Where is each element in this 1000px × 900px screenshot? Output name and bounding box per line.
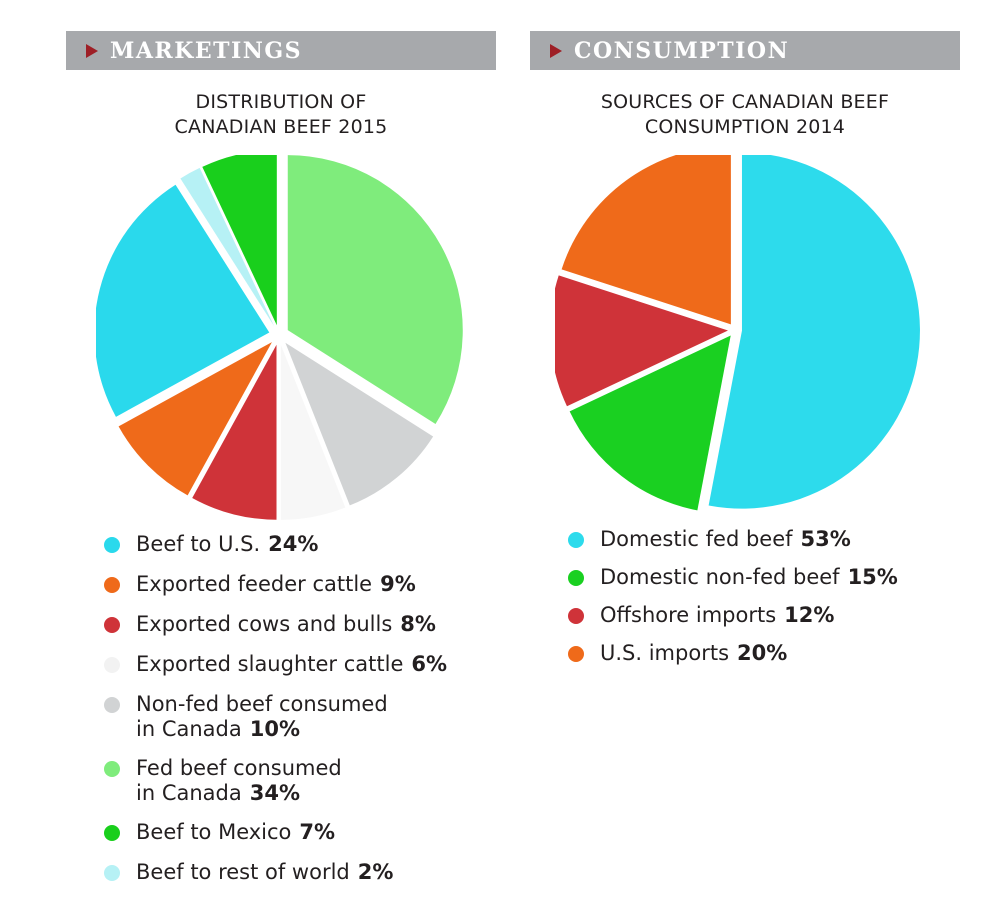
legend-label: Domestic non-fed beef: [600, 565, 840, 589]
legend-swatch: [568, 570, 584, 586]
chart-title-line: CONSUMPTION 2014: [644, 116, 846, 138]
legend-label: Domestic fed beef: [600, 527, 793, 551]
legend-percent: 53%: [800, 527, 851, 551]
pie-slice-domestic-fed-beef: [708, 155, 920, 509]
legend-label: Non-fed beef consumed: [136, 692, 388, 716]
legend-item-exported-cows-and-bulls: Exported cows and bulls 8%: [104, 612, 447, 637]
chart-title-line: DISTRIBUTION OF: [195, 91, 367, 113]
legend-label: Exported feeder cattle: [136, 572, 373, 596]
legend-swatch: [104, 697, 120, 713]
chart-title: SOURCES OF CANADIAN BEEF CONSUMPTION 201…: [530, 90, 960, 140]
section-title: CONSUMPTION: [574, 37, 790, 64]
pie-slice-domestic-non-fed-beef: [569, 335, 731, 511]
pie-slice-beef-to-rest-of-world: [180, 167, 275, 327]
chart-title-line: CANADIAN BEEF 2015: [174, 116, 388, 138]
legend-label: in Canada: [136, 717, 242, 741]
legend-swatch: [568, 646, 584, 662]
triangle-bullet-icon: [86, 43, 98, 58]
legend-percent: 8%: [400, 612, 436, 636]
legend-label: Fed beef consumed: [136, 756, 342, 780]
section-banner: CONSUMPTION: [530, 31, 960, 70]
legend-item-u-s-imports: U.S. imports 20%: [568, 641, 898, 666]
legend-swatch: [104, 657, 120, 673]
legend-item-exported-slaughter-cattle: Exported slaughter cattle 6%: [104, 652, 447, 677]
legend-label: Beef to rest of world: [136, 860, 350, 884]
legend-item-fed-beef-consumed-in-canada: Fed beef consumed in Canada 34%: [104, 756, 447, 806]
section-title: MARKETINGS: [110, 37, 303, 64]
pie-slice-fed-beef-consumed-in-canada: [287, 155, 463, 424]
chart-title: DISTRIBUTION OF CANADIAN BEEF 2015: [66, 90, 496, 140]
consumption-legend: Domestic fed beef 53% Domestic non-fed bee…: [568, 527, 898, 666]
marketings-panel: MARKETINGS DISTRIBUTION OF CANADIAN BEEF…: [66, 0, 496, 900]
legend-swatch: [104, 865, 120, 881]
triangle-bullet-icon: [550, 43, 562, 58]
legend-percent: 7%: [299, 820, 336, 844]
legend-percent: 20%: [737, 641, 788, 665]
legend-label: Beef to U.S.: [136, 532, 261, 556]
legend-percent: 12%: [784, 603, 835, 627]
legend-label: Offshore imports: [600, 603, 777, 627]
legend-item-beef-to-mexico: Beef to Mexico 7%: [104, 820, 447, 845]
legend-item-non-fed-beef-consumed-in-canada: Non-fed beef consumed in Canada 10%: [104, 692, 447, 742]
legend-swatch: [104, 617, 120, 633]
legend-item-domestic-fed-beef: Domestic fed beef 53%: [568, 527, 898, 552]
pie-slice-non-fed-beef-consumed-in-canada: [285, 342, 434, 506]
legend-percent: 10%: [249, 717, 300, 741]
legend-swatch: [104, 761, 120, 777]
consumption-pie-chart: [555, 155, 920, 511]
legend-percent: 9%: [380, 572, 416, 596]
pie-slice-offshore-imports: [555, 275, 729, 407]
legend-label: U.S. imports: [600, 641, 730, 665]
legend-percent: 24%: [268, 532, 319, 556]
chart-title-line: SOURCES OF CANADIAN BEEF: [600, 91, 890, 113]
legend-percent: 6%: [411, 652, 448, 676]
consumption-panel: CONSUMPTION SOURCES OF CANADIAN BEEF CON…: [530, 0, 960, 900]
pie-slice-exported-cows-and-bulls: [192, 344, 277, 520]
distribution-pie-chart: [96, 155, 463, 520]
legend-percent: 34%: [249, 781, 300, 805]
legend-label: Exported cows and bulls: [136, 612, 393, 636]
pie-slice-u-s-imports: [561, 155, 731, 325]
legend-item-offshore-imports: Offshore imports 12%: [568, 603, 898, 628]
legend-swatch: [104, 825, 120, 841]
pie-slice-beef-to-mexico: [202, 155, 277, 326]
pie-slice-exported-slaughter-cattle: [280, 344, 346, 520]
distribution-legend: Beef to U.S. 24% Exported feeder cattle 9% E…: [104, 532, 447, 885]
legend-label: Beef to Mexico: [136, 820, 292, 844]
legend-item-exported-feeder-cattle: Exported feeder cattle 9%: [104, 572, 447, 597]
pie-slice-exported-feeder-cattle: [118, 342, 272, 496]
legend-swatch: [568, 608, 584, 624]
legend-item-domestic-non-fed-beef: Domestic non-fed beef 15%: [568, 565, 898, 590]
pie-slice-beef-to-u-s: [96, 184, 270, 417]
legend-item-beef-to-rest-of-world: Beef to rest of world 2%: [104, 860, 447, 885]
legend-percent: 15%: [847, 565, 898, 589]
legend-percent: 2%: [357, 860, 394, 884]
legend-swatch: [104, 577, 120, 593]
legend-item-beef-to-u-s: Beef to U.S. 24%: [104, 532, 447, 557]
legend-swatch: [568, 532, 584, 548]
legend-label: Exported slaughter cattle: [136, 652, 404, 676]
section-banner: MARKETINGS: [66, 31, 496, 70]
legend-swatch: [104, 537, 120, 553]
legend-label: in Canada: [136, 781, 242, 805]
